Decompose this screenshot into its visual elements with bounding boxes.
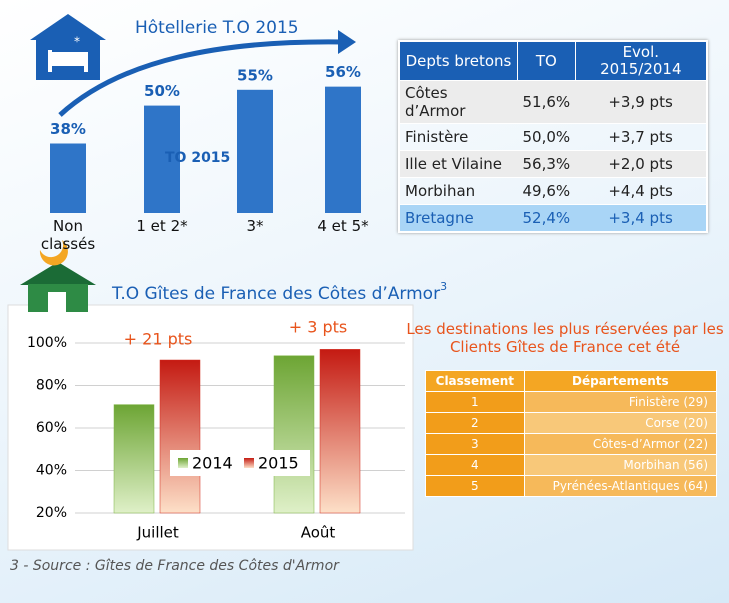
value-label: 38% (50, 120, 86, 138)
y-tick-label: 80% (36, 378, 67, 394)
header-cell: Départements (523, 370, 718, 392)
table-header: Classement Départements (425, 370, 718, 392)
x-tick-label: 3* (246, 217, 264, 235)
table-row: Bretagne 52,4% +3,4 pts (399, 204, 707, 233)
table: Classement Départements 1 Finistère (29) 2 Co… (425, 370, 718, 497)
x-tick-label: Août (301, 524, 336, 542)
y-tick-label: 20% (36, 505, 67, 521)
header-cell: Classement (425, 370, 525, 392)
table-row: 4 Morbihan (56) (425, 454, 718, 476)
cell: 52,4% (517, 204, 576, 233)
annotation: + 21 pts (124, 330, 193, 349)
legend-label: 2015 (258, 454, 299, 473)
x-tick-label: 1 et 2* (136, 217, 188, 235)
table-row: 3 Côtes-d’Armor (22) (425, 433, 718, 455)
cell: +2,0 pts (575, 150, 707, 178)
annotation: + 3 pts (289, 318, 348, 337)
arrow (58, 39, 346, 117)
bar (237, 89, 273, 213)
title-footnote: 3 (440, 280, 447, 293)
chart-title: T.O Gîtes de France des Côtes d’Armor3 (111, 280, 447, 304)
table-row: Ille et Vilaine 56,3% +2,0 pts (399, 150, 707, 178)
y-tick-label: 100% (27, 335, 67, 351)
cell: Morbihan (399, 177, 518, 205)
legend-label: TO 2015 (165, 150, 230, 166)
cell: 1 (425, 391, 525, 413)
header-cell: Evol. 2015/2014 (574, 40, 708, 81)
cell: 2 (425, 412, 525, 434)
cell: 50,0% (517, 123, 576, 151)
arrow-head (338, 30, 356, 54)
value-label: 55% (237, 66, 273, 84)
table-row: 1 Finistère (29) (425, 391, 718, 413)
cell: 3 (425, 433, 525, 455)
title-text: T.O Gîtes de France des Côtes d’Armor (111, 284, 440, 304)
table-row: 5 Pyrénées-Atlantiques (64) (425, 475, 718, 497)
cell: Finistère (399, 123, 518, 151)
cell: 51,6% (517, 80, 576, 124)
bar (273, 355, 315, 514)
table-row: Côtes d’Armor 51,6% +3,9 pts (399, 80, 707, 124)
source: 3 - Source : Gîtes de France des Côtes d… (10, 558, 339, 574)
table-header: Depts bretons TO Evol. 2015/2014 (398, 40, 708, 81)
header-cell: Depts bretons (398, 40, 518, 81)
bar (325, 86, 361, 213)
cell: +3,9 pts (575, 80, 707, 124)
legend-label: 2014 (192, 454, 233, 473)
table: Depts bretons TO Evol. 2015/2014 Côtes d’Ar… (398, 40, 708, 233)
x-tick-label: Non classés (40, 217, 96, 253)
svg-text:*: * (74, 35, 80, 49)
bar (50, 143, 86, 213)
bar (319, 349, 361, 514)
cell: 4 (425, 454, 525, 476)
value-label: 50% (144, 82, 180, 100)
legend-swatch (178, 458, 188, 468)
cell: Ille et Vilaine (399, 150, 518, 178)
cell: +3,4 pts (575, 204, 707, 233)
legend-box (170, 450, 310, 476)
cell: 56,3% (517, 150, 576, 178)
y-tick-label: 40% (36, 463, 67, 479)
x-tick-label: Juillet (136, 524, 179, 542)
legend-swatch (244, 458, 254, 468)
cell: Corse (20) (523, 412, 718, 434)
cell: Côtes d’Armor (399, 80, 518, 124)
value-label: 56% (325, 63, 361, 81)
table-row: 2 Corse (20) (425, 412, 718, 434)
cell: +4,4 pts (575, 177, 707, 205)
header-cell: TO (516, 40, 576, 81)
cell: Morbihan (56) (523, 454, 718, 476)
cell: Côtes-d’Armor (22) (523, 433, 718, 455)
chart-title: Hôtellerie T.O 2015 (135, 18, 299, 38)
cell: Finistère (29) (523, 391, 718, 413)
bar (159, 359, 201, 514)
hotel-icon: * (30, 14, 106, 80)
cell: Bretagne (399, 204, 518, 233)
table-title: Les destinations les plus réservées par … (406, 320, 724, 356)
bar (113, 404, 155, 514)
cell: +3,7 pts (575, 123, 707, 151)
y-tick-label: 60% (36, 420, 67, 436)
cell: 5 (425, 475, 525, 497)
cell: 49,6% (517, 177, 576, 205)
cell: Pyrénées-Atlantiques (64) (523, 475, 718, 497)
x-tick-label: 4 et 5* (317, 217, 369, 235)
gite-icon (20, 240, 96, 312)
table-row: Morbihan 49,6% +4,4 pts (399, 177, 707, 205)
legend-swatch (154, 153, 163, 162)
table-row: Finistère 50,0% +3,7 pts (399, 123, 707, 151)
